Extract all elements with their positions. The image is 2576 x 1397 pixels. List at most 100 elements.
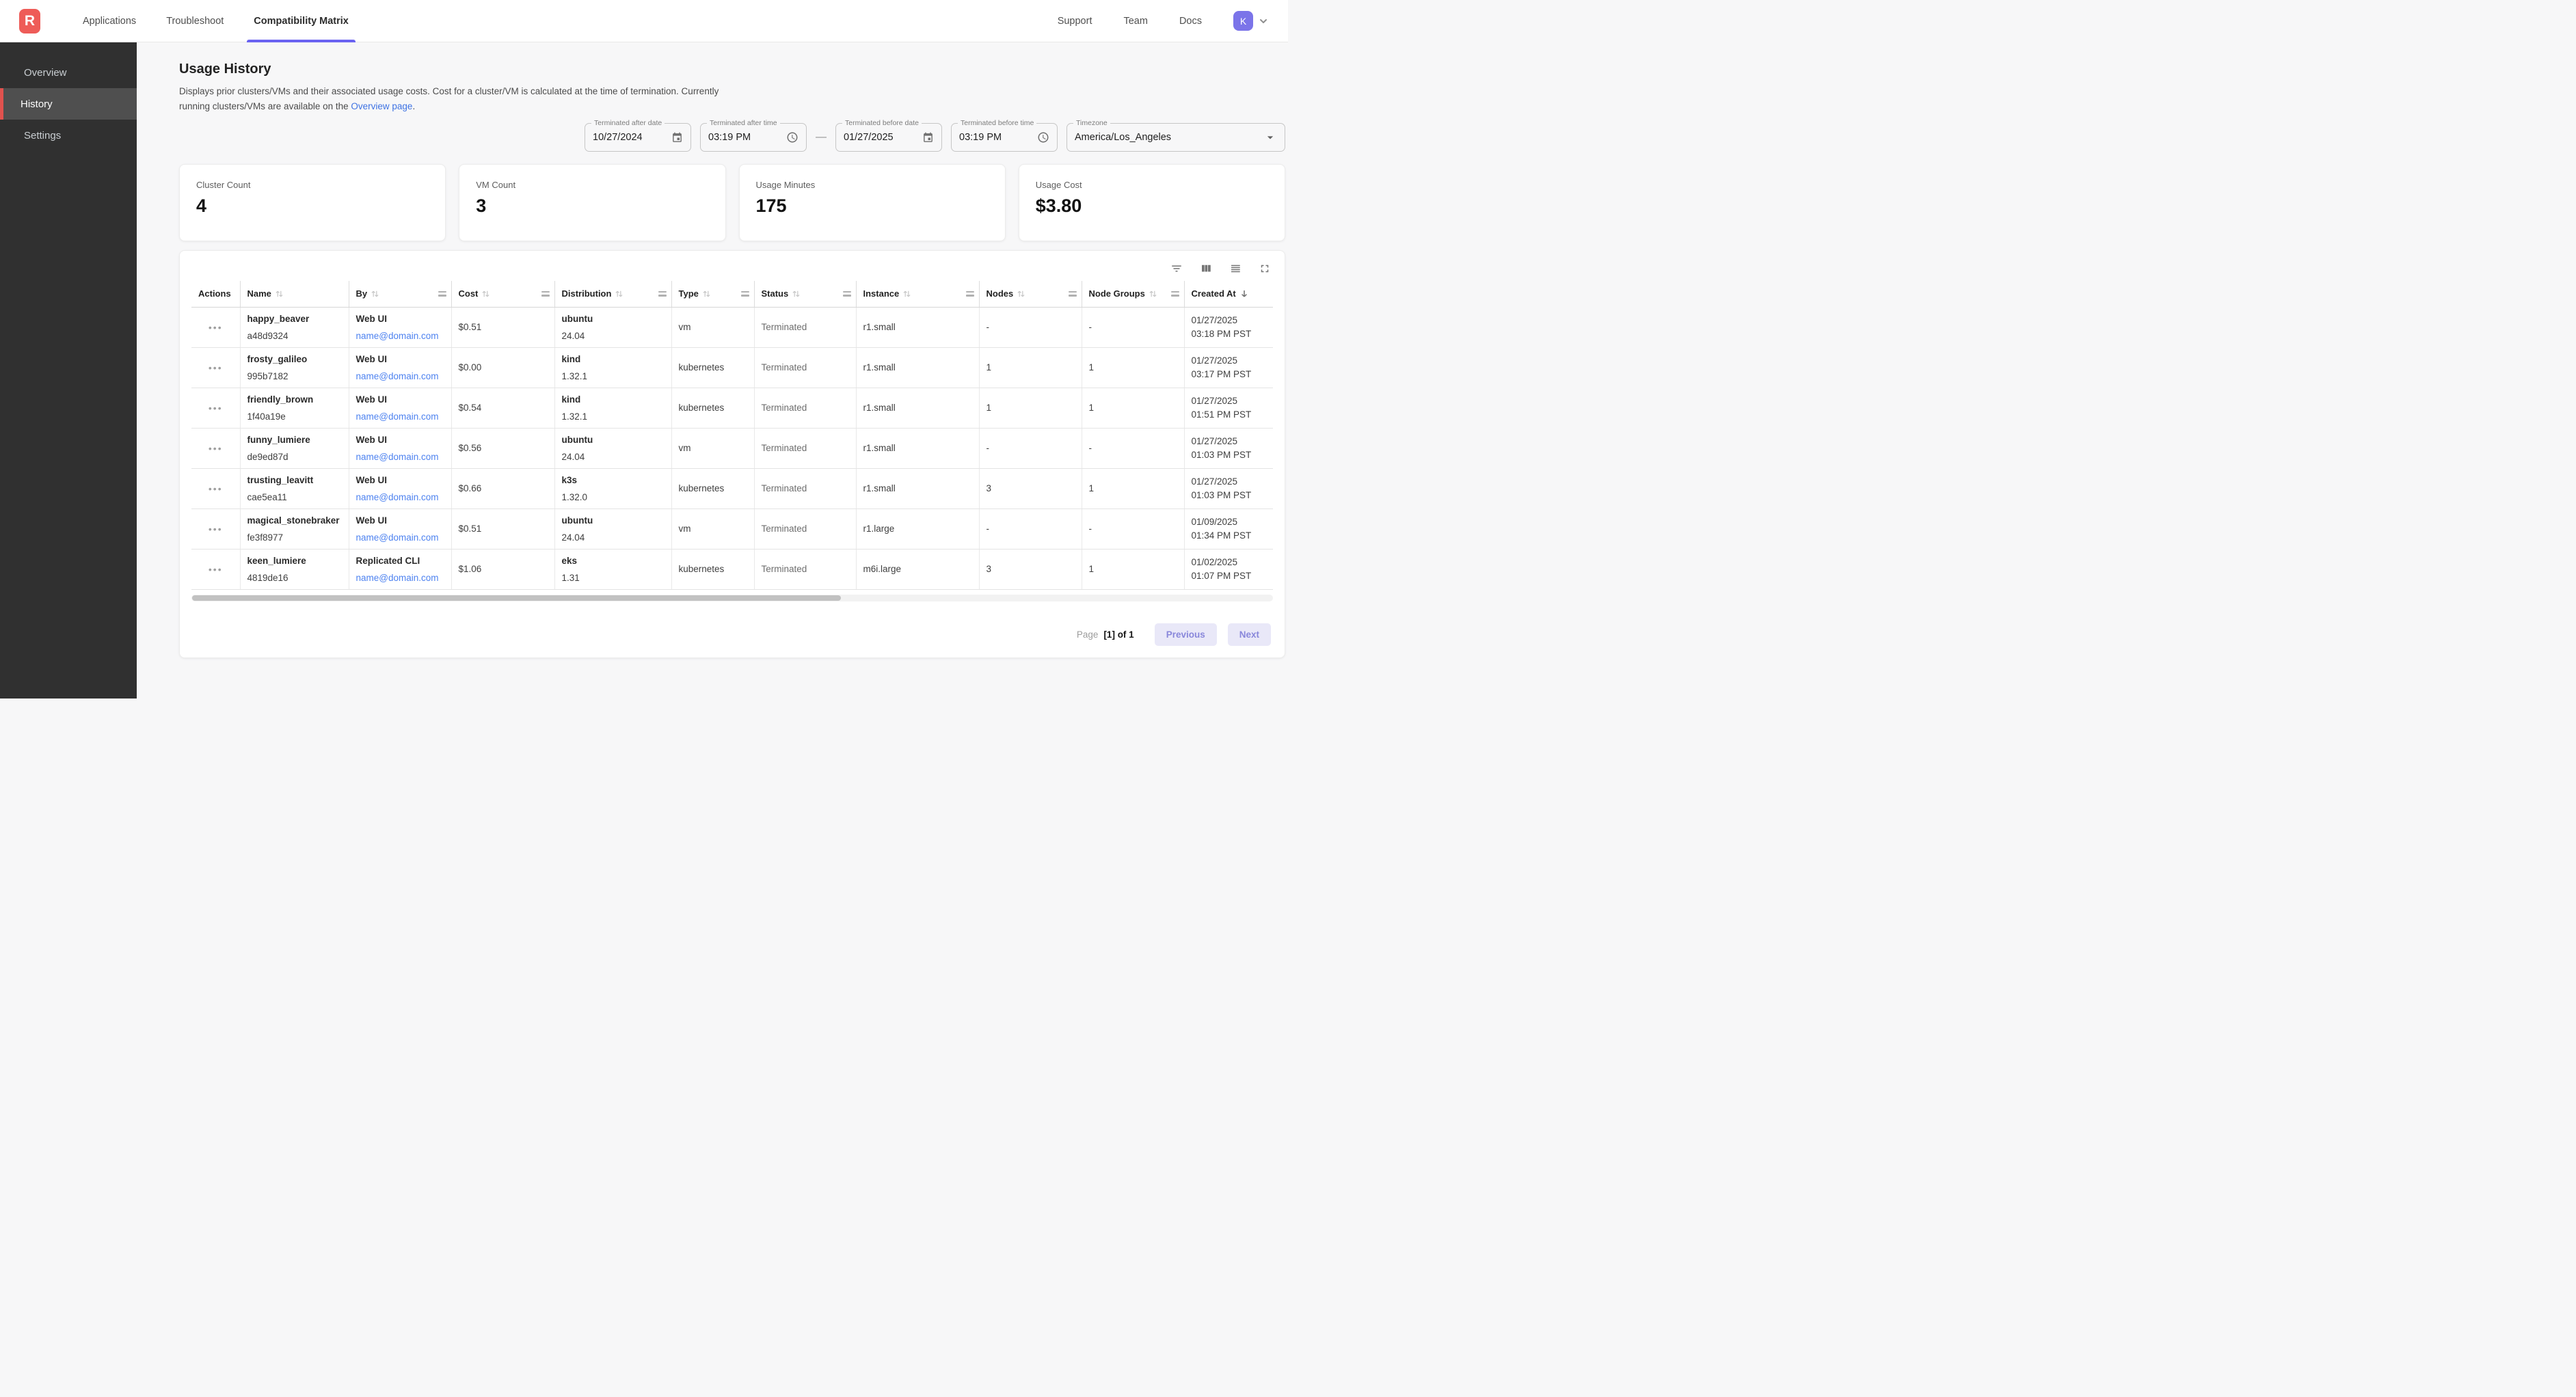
column-header-node-groups[interactable]: Node Groups xyxy=(1082,281,1185,308)
cell-by: Web UI name@domain.com xyxy=(349,428,452,469)
cell-nodes: 3 xyxy=(979,549,1082,590)
filter-icon[interactable] xyxy=(1170,262,1183,275)
replicated-logo[interactable]: R xyxy=(19,8,40,33)
sort-icon[interactable] xyxy=(275,289,284,299)
email-link[interactable]: name@domain.com xyxy=(355,451,439,462)
calendar-icon[interactable] xyxy=(922,132,934,144)
email-link[interactable]: name@domain.com xyxy=(355,491,439,502)
row-actions-menu[interactable]: ••• xyxy=(191,428,241,469)
dropdown-arrow-icon[interactable] xyxy=(1263,131,1277,144)
density-icon[interactable] xyxy=(1229,262,1242,275)
column-menu-icon[interactable] xyxy=(438,290,446,297)
nav-link-support[interactable]: Support xyxy=(1057,15,1092,27)
more-options-icon[interactable]: ••• xyxy=(208,563,223,575)
sort-icon[interactable] xyxy=(902,289,911,299)
page-title: Usage History xyxy=(179,62,271,77)
avatar: K xyxy=(1233,11,1253,31)
next-button[interactable]: Next xyxy=(1227,623,1271,647)
column-header-by[interactable]: By xyxy=(349,281,452,308)
cell-name: happy_beaver a48d9324 xyxy=(240,307,349,348)
sidebar-item-settings[interactable]: Settings xyxy=(24,129,62,141)
more-options-icon[interactable]: ••• xyxy=(208,402,223,413)
email-link[interactable]: name@domain.com xyxy=(355,532,439,543)
table-toolbar xyxy=(191,251,1273,281)
cell-node-groups: - xyxy=(1082,428,1185,469)
row-actions-menu[interactable]: ••• xyxy=(191,549,241,590)
overview-page-link[interactable]: Overview page xyxy=(351,100,413,111)
email-link[interactable]: name@domain.com xyxy=(355,370,439,381)
calendar-icon[interactable] xyxy=(671,132,683,144)
nav-item-compatibility-matrix[interactable]: Compatibility Matrix xyxy=(239,0,364,42)
sidebar-item-history[interactable]: History xyxy=(0,88,137,120)
column-header-created-at[interactable]: Created At xyxy=(1184,281,1273,308)
column-label: Actions xyxy=(198,288,231,299)
email-link[interactable]: name@domain.com xyxy=(355,572,439,583)
row-actions-menu[interactable]: ••• xyxy=(191,468,241,509)
column-menu-icon[interactable] xyxy=(965,290,974,297)
cell-type: kubernetes xyxy=(671,388,755,429)
column-header-type[interactable]: Type xyxy=(671,281,755,308)
terminated-after-date-field[interactable]: Terminated after date 10/27/2024 xyxy=(585,119,691,152)
column-header-name[interactable]: Name xyxy=(240,281,349,308)
column-label: Distribution xyxy=(561,288,612,299)
cell-by: Replicated CLI name@domain.com xyxy=(349,549,452,590)
terminated-after-time-field[interactable]: Terminated after time 03:19 PM xyxy=(700,119,807,152)
sort-icon[interactable] xyxy=(792,289,801,299)
more-options-icon[interactable]: ••• xyxy=(208,523,223,534)
sort-icon[interactable] xyxy=(481,289,490,299)
nav-item-applications[interactable]: Applications xyxy=(83,15,137,27)
clock-icon[interactable] xyxy=(1037,131,1049,144)
terminated-before-time-field[interactable]: Terminated before time 03:19 PM xyxy=(951,119,1058,152)
more-options-icon[interactable]: ••• xyxy=(208,442,223,454)
clock-icon[interactable] xyxy=(786,131,799,144)
primary-nav: Applications Troubleshoot Compatibility … xyxy=(68,0,364,42)
cell-created-at: 01/27/2025 01:03 PM PST xyxy=(1184,428,1273,469)
cell-nodes: - xyxy=(979,508,1082,550)
nav-link-docs[interactable]: Docs xyxy=(1179,15,1202,27)
column-header-distribution[interactable]: Distribution xyxy=(554,281,672,308)
user-menu[interactable]: K xyxy=(1233,11,1269,31)
column-menu-icon[interactable] xyxy=(740,290,749,297)
column-header-instance[interactable]: Instance xyxy=(856,281,980,308)
email-link[interactable]: name@domain.com xyxy=(355,330,439,341)
sort-icon[interactable] xyxy=(615,289,623,299)
sort-icon[interactable] xyxy=(702,289,711,299)
column-header-cost[interactable]: Cost xyxy=(451,281,555,308)
sort-icon[interactable] xyxy=(371,289,379,299)
horizontal-scrollbar xyxy=(191,594,1273,601)
more-options-icon[interactable]: ••• xyxy=(208,483,223,494)
sort-icon[interactable] xyxy=(1017,289,1025,299)
sort-icon[interactable] xyxy=(1149,289,1157,299)
columns-icon[interactable] xyxy=(1200,262,1212,275)
description-text: Displays prior clusters/VMs and their as… xyxy=(179,86,719,111)
sort-desc-icon[interactable] xyxy=(1239,289,1249,299)
column-label: Instance xyxy=(863,288,900,299)
column-header-nodes[interactable]: Nodes xyxy=(979,281,1082,308)
email-link[interactable]: name@domain.com xyxy=(355,411,439,422)
sidebar-item-overview[interactable]: Overview xyxy=(24,66,67,79)
timezone-select[interactable]: Timezone America/Los_Angeles xyxy=(1066,119,1285,152)
cell-instance: r1.large xyxy=(856,508,980,550)
cell-name: keen_lumiere 4819de16 xyxy=(240,549,349,590)
row-actions-menu[interactable]: ••• xyxy=(191,508,241,550)
nav-item-troubleshoot[interactable]: Troubleshoot xyxy=(166,15,224,27)
nav-link-team[interactable]: Team xyxy=(1123,15,1148,27)
fullscreen-icon[interactable] xyxy=(1259,262,1271,275)
column-menu-icon[interactable] xyxy=(1068,290,1077,297)
more-options-icon[interactable]: ••• xyxy=(208,362,223,373)
row-actions-menu[interactable]: ••• xyxy=(191,388,241,429)
cell-cost: $0.51 xyxy=(451,508,555,550)
cell-instance: r1.small xyxy=(856,388,980,429)
scrollbar-thumb[interactable] xyxy=(192,595,842,601)
more-options-icon[interactable]: ••• xyxy=(208,321,223,333)
column-header-status[interactable]: Status xyxy=(754,281,857,308)
column-menu-icon[interactable] xyxy=(658,290,667,297)
row-actions-menu[interactable]: ••• xyxy=(191,347,241,388)
column-menu-icon[interactable] xyxy=(541,290,550,297)
row-actions-menu[interactable]: ••• xyxy=(191,307,241,348)
column-menu-icon[interactable] xyxy=(842,290,851,297)
previous-button[interactable]: Previous xyxy=(1154,623,1217,647)
column-menu-icon[interactable] xyxy=(1170,290,1179,297)
cell-distribution: kind 1.32.1 xyxy=(554,347,672,388)
terminated-before-date-field[interactable]: Terminated before date 01/27/2025 xyxy=(835,119,942,152)
